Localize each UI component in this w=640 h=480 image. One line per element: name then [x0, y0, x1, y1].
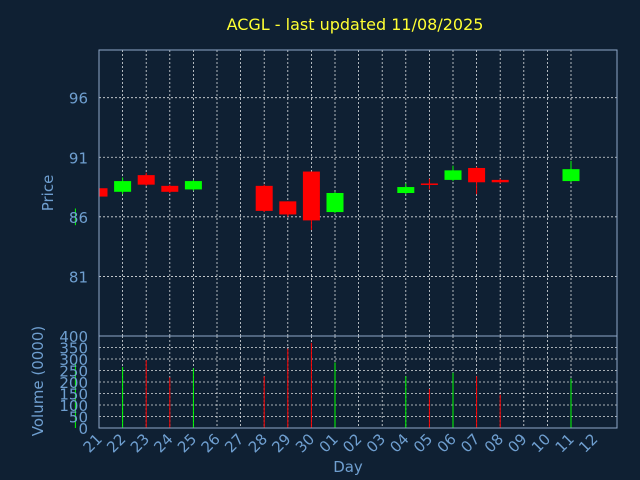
- x-tick-label: 08: [481, 430, 507, 456]
- x-axis-label: Day: [333, 458, 363, 476]
- volume-tick-label: 350: [59, 340, 88, 358]
- price-tick-label: 86: [69, 209, 88, 227]
- x-tick-label: 23: [127, 430, 153, 456]
- candle: [98, 188, 108, 198]
- volume-tick-label: 150: [59, 386, 88, 404]
- candle-body: [161, 185, 179, 192]
- x-tick-label: 28: [245, 430, 271, 456]
- volume-gridlines: [99, 336, 617, 428]
- x-tick-label: 11: [552, 430, 578, 456]
- x-tick-label: 12: [575, 430, 601, 456]
- candle-body: [184, 181, 202, 190]
- candle-body: [302, 171, 320, 221]
- price-tick-label: 96: [69, 90, 88, 108]
- x-tick-label: 07: [457, 430, 483, 456]
- candle: [491, 178, 509, 184]
- candle-body: [468, 167, 486, 183]
- volume-tick-label: 250: [59, 363, 88, 381]
- candle: [420, 178, 438, 190]
- chart-title: ACGL - last updated 11/08/2025: [227, 15, 484, 34]
- price-candles: [74, 160, 580, 230]
- x-tick-label: 01: [316, 430, 342, 456]
- x-tick-label: 05: [410, 430, 436, 456]
- x-tick-label: 03: [363, 430, 389, 456]
- candle: [302, 171, 320, 230]
- volume-tick-label: 100: [59, 397, 88, 415]
- candle-body: [326, 193, 344, 213]
- candle: [161, 184, 179, 193]
- candle-body: [255, 185, 273, 211]
- volume-tick-label: 300: [59, 351, 88, 369]
- candle: [326, 191, 344, 214]
- x-tick-label: 27: [221, 430, 247, 456]
- volume-panel-frame: [98, 335, 618, 429]
- candle-body: [279, 201, 297, 215]
- price-gridlines: [99, 50, 617, 336]
- x-tick-label: 29: [268, 430, 294, 456]
- volume-bars: [74, 342, 572, 428]
- price-axis-label: Price: [39, 175, 57, 212]
- candle-body: [137, 175, 155, 185]
- x-tick-label: 24: [150, 430, 176, 456]
- candle: [184, 179, 202, 191]
- volume-tick-label: 50: [69, 409, 88, 427]
- candle: [255, 184, 273, 213]
- x-tick-label: 22: [103, 430, 129, 456]
- x-tick-labels: 2122232425262728293001020304050607080910…: [80, 430, 602, 456]
- price-tick-label: 91: [69, 149, 88, 167]
- candle-body: [397, 187, 415, 193]
- candle: [114, 177, 132, 195]
- candle-body: [444, 170, 462, 180]
- candle: [468, 166, 486, 195]
- candle: [137, 172, 155, 186]
- candle: [279, 201, 297, 217]
- candle: [444, 165, 462, 182]
- candle-body: [114, 181, 132, 192]
- price-y-tick-labels: 81 86 91 96: [69, 90, 88, 287]
- volume-tick-label: 200: [59, 374, 88, 392]
- x-tick-label: 25: [174, 430, 200, 456]
- candle: [397, 183, 415, 195]
- x-tick-label: 10: [528, 430, 554, 456]
- candle-body: [562, 169, 580, 182]
- volume-tick-label: 400: [59, 328, 88, 346]
- candle-body: [491, 179, 509, 183]
- candle: [562, 160, 580, 183]
- price-tick-label: 81: [69, 268, 88, 286]
- x-tick-label: 30: [292, 430, 318, 456]
- x-tick-label: 09: [504, 430, 530, 456]
- volume-tick-label: 0: [78, 420, 88, 438]
- volume-axis-label: Volume (0000): [29, 326, 47, 436]
- x-tick-label: 04: [386, 430, 412, 456]
- candle-body: [99, 188, 108, 197]
- x-tick-label: 06: [434, 430, 460, 456]
- candle-body: [420, 183, 438, 185]
- x-tick-label: 02: [339, 430, 365, 456]
- x-tick-label: 26: [198, 430, 224, 456]
- price-panel-frame: [98, 49, 618, 337]
